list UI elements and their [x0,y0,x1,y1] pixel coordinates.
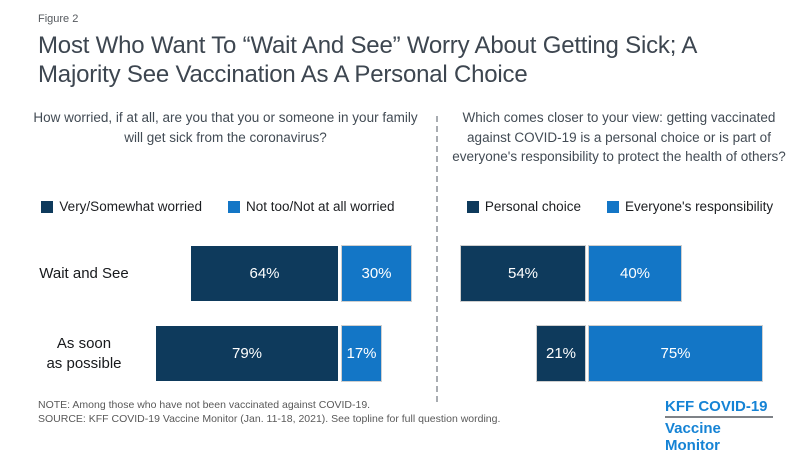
legend-swatch-light [227,200,240,213]
bar-segment-dark: 21% [537,326,585,381]
category-label: As soon as possible [46,335,122,372]
question-left: How worried, if at all, are you that you… [33,110,418,145]
bar-row: 21% 75% [0,326,800,381]
chart-right: 54% 40% 21% 75% [0,246,800,386]
legend-right: Personal choice Everyone's responsibilit… [445,199,795,214]
figure-label: Figure 2 [38,13,79,25]
bar-segment-light: 40% [589,246,681,301]
bar-segment-dark: 79% [156,326,338,381]
legend-left: Very/Somewhat worried Not too/Not at all… [6,199,430,214]
legend-item: Personal choice [466,199,581,214]
bar-row: As soon as possible 79% 17% [0,326,800,381]
logo-line2: Vaccine Monitor [665,420,721,450]
note-text: NOTE: Among those who have not been vacc… [38,399,371,411]
bar-row: 54% 40% [0,246,800,301]
legend-swatch-dark [41,200,54,213]
legend-label: Not too/Not at all worried [245,199,395,214]
bar-row: Wait and See 64% 30% [0,246,800,301]
legend-item: Very/Somewhat worried [41,199,202,214]
legend-item: Everyone's responsibility [606,199,774,214]
question-right: Which comes closer to your view: getting… [452,110,786,165]
panel-divider [436,116,438,402]
logo-rule [665,416,773,418]
legend-swatch-light [606,200,619,213]
bar-segment-dark: 64% [191,246,338,301]
legend-item: Not too/Not at all worried [227,199,395,214]
legend-label: Everyone's responsibility [624,199,774,214]
bar-segment-dark: 54% [461,246,585,301]
bar-segment-light: 30% [342,246,411,301]
bar-segment-light: 75% [589,326,762,381]
source-text: SOURCE: KFF COVID-19 Vaccine Monitor (Ja… [38,413,501,425]
kff-logo: KFF COVID-19 Vaccine Monitor [665,398,773,450]
legend-label: Very/Somewhat worried [59,199,202,214]
legend-label: Personal choice [484,199,581,214]
chart-left: Wait and See 64% 30% As soon as possible 79%… [0,246,800,386]
category-label: Wait and See [39,264,129,282]
page-title: Most Who Want To “Wait And See” Worry Ab… [38,32,696,88]
bar-segment-light: 17% [342,326,381,381]
logo-line1: KFF COVID-19 [665,398,768,415]
legend-swatch-dark [466,200,479,213]
